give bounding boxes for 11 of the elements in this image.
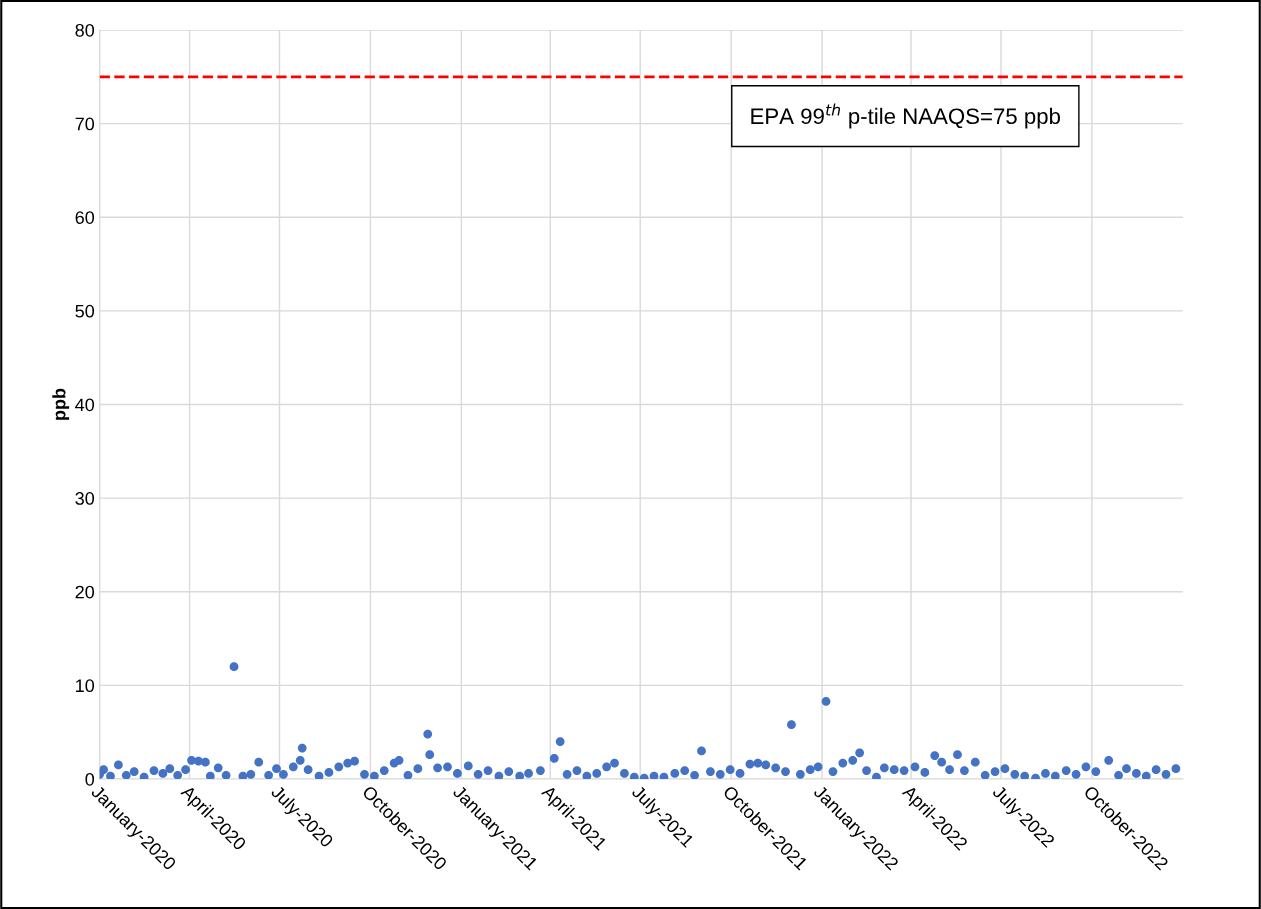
- ref-line-label: EPA 99$^{th}$ p-tile NAAQS=75 ppb: [751, 103, 1060, 129]
- y-tick-label: 40: [75, 398, 95, 412]
- y-tick-label: 50: [75, 304, 95, 318]
- y-tick-label: 20: [75, 585, 95, 599]
- y-tick-label: 0: [85, 772, 95, 786]
- y-tick-label: 80: [75, 23, 95, 37]
- y-tick-label: 70: [75, 117, 95, 131]
- y-tick-label: 10: [76, 679, 95, 693]
- y-tick-label: 60: [75, 211, 95, 224]
- y-axis-title: ppb: [52, 388, 70, 420]
- y-tick-label: 30: [75, 492, 95, 505]
